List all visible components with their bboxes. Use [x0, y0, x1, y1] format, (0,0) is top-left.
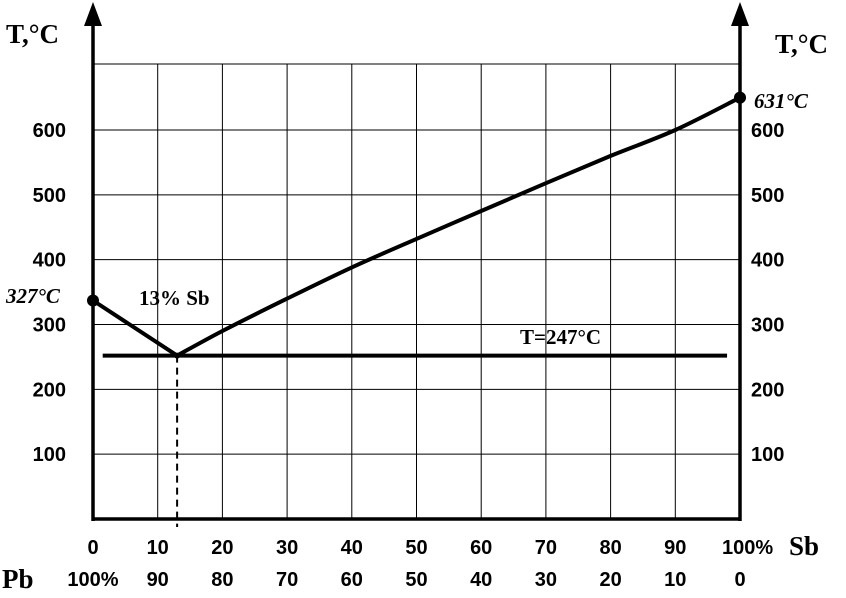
x-tick-label-pb: 0 [734, 569, 745, 591]
y-axis-right-arrow [731, 2, 749, 26]
x-tick-label-sb: 0 [87, 537, 98, 559]
y-tick-label-right: 100 [751, 444, 784, 466]
x-tick-label-sb: 80 [599, 537, 621, 559]
eutectic-temperature-label: T=247°C [520, 325, 601, 349]
x-tick-label-sb: 100% [722, 537, 773, 559]
liquidus-line-left [91, 298, 179, 358]
x-tick-label-sb: 40 [341, 537, 363, 559]
y-tick-label-left: 600 [33, 120, 66, 142]
x-tick-label-pb: 30 [535, 569, 557, 591]
x-tick-label-sb: 70 [535, 537, 557, 559]
x-axis-title-sb: Sb [789, 531, 819, 561]
y-axis-left-arrow [84, 2, 102, 26]
x-tick-label-pb: 80 [211, 569, 233, 591]
y-tick-label-right: 600 [751, 120, 784, 142]
y-tick-label-left: 500 [33, 185, 66, 207]
x-tick-label-pb: 20 [599, 569, 621, 591]
x-tick-label-sb: 20 [211, 537, 233, 559]
x-tick-label-sb: 90 [664, 537, 686, 559]
grid [93, 63, 740, 519]
x-tick-label-pb: 60 [341, 569, 363, 591]
x-tick-label-pb: 70 [276, 569, 298, 591]
x-tick-label-pb: 40 [470, 569, 492, 591]
y-tick-label-left: 200 [33, 379, 66, 401]
sb-melting-point-label: 631°C [754, 89, 809, 113]
y-axis-title-left: T,°C [6, 19, 59, 49]
x-tick-label-sb: 50 [405, 537, 427, 559]
pb-melting-point-label: 327°C [5, 284, 61, 308]
y-tick-label-left: 300 [33, 315, 66, 337]
x-tick-label-sb: 60 [470, 537, 492, 559]
y-tick-label-right: 500 [751, 185, 784, 207]
x-tick-label-pb: 90 [147, 569, 169, 591]
y-tick-label-left: 400 [33, 250, 66, 272]
x-tick-label-sb: 10 [147, 537, 169, 559]
y-tick-label-left: 100 [33, 444, 66, 466]
x-tick-label-pb: 100% [67, 569, 118, 591]
y-tick-label-right: 300 [751, 315, 784, 337]
axes [84, 2, 749, 521]
x-tick-label-sb: 30 [276, 537, 298, 559]
eutectic-point [174, 352, 181, 359]
x-tick-label-pb: 50 [405, 569, 427, 591]
x-axis-title-pb: Pb [2, 564, 34, 594]
liquidus-line-right [176, 95, 741, 358]
y-tick-label-right: 200 [751, 379, 784, 401]
x-tick-label-pb: 10 [664, 569, 686, 591]
curves [87, 91, 746, 527]
eutectic-composition-label: 13% Sb [139, 286, 210, 310]
y-axis-title-right: T,°C [775, 29, 828, 59]
y-tick-label-right: 400 [751, 250, 784, 272]
